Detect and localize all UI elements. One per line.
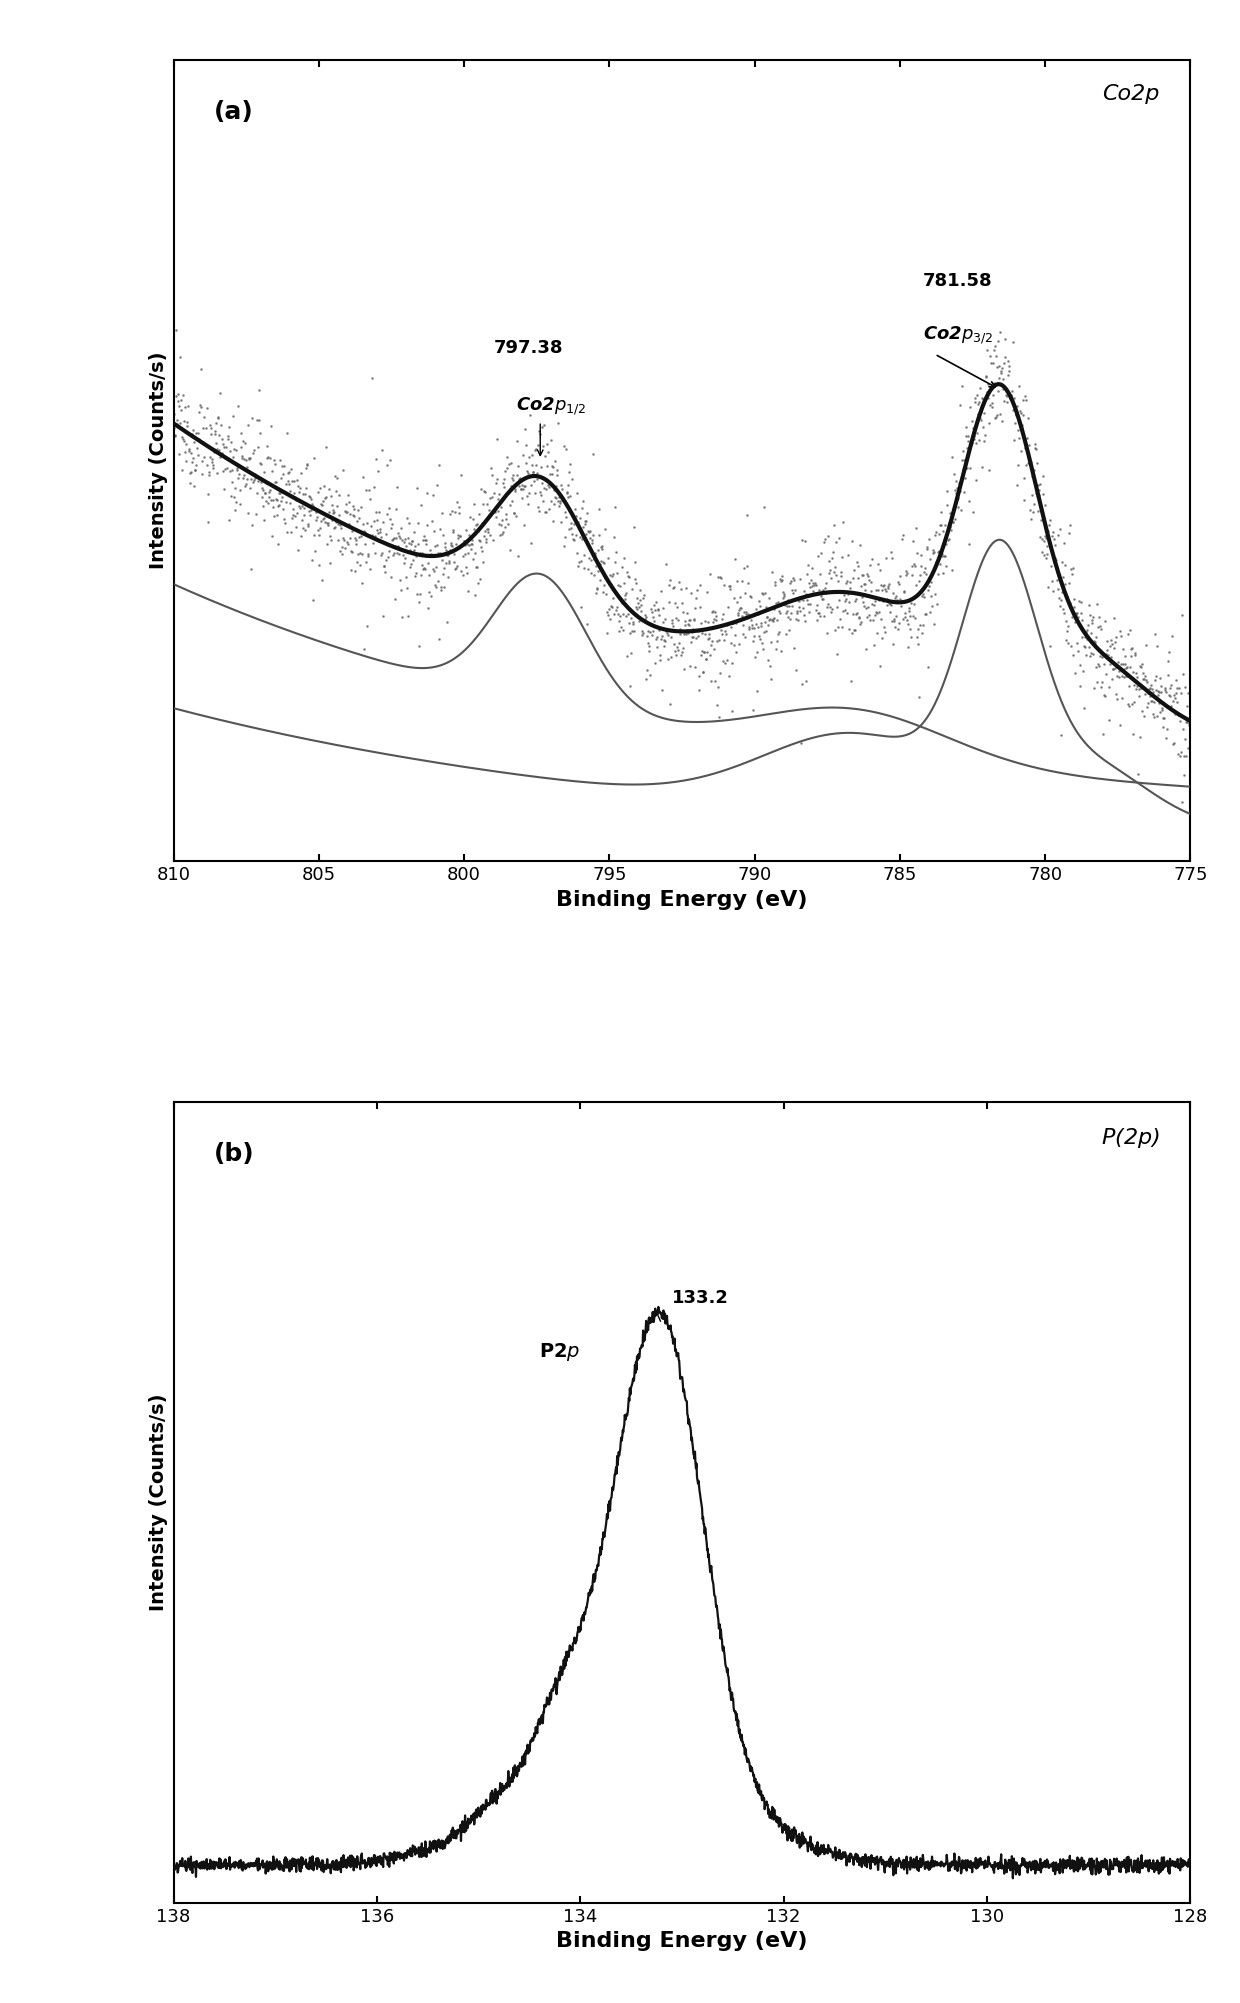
Y-axis label: Intensity (Counts/s): Intensity (Counts/s) — [149, 353, 169, 569]
Text: Co2$p_{3/2}$: Co2$p_{3/2}$ — [923, 324, 993, 347]
Text: 133.2: 133.2 — [672, 1288, 729, 1306]
Text: Co2$p_{1/2}$: Co2$p_{1/2}$ — [516, 395, 587, 417]
Text: P2$p$: P2$p$ — [539, 1342, 580, 1364]
Text: 797.38: 797.38 — [494, 339, 563, 357]
Text: (b): (b) — [215, 1142, 255, 1166]
Text: 781.58: 781.58 — [923, 272, 993, 290]
Text: Co2p: Co2p — [1102, 84, 1159, 104]
Y-axis label: Intensity (Counts/s): Intensity (Counts/s) — [149, 1394, 169, 1610]
Text: P(2$p$): P(2$p$) — [1101, 1126, 1159, 1150]
Text: (a): (a) — [215, 100, 254, 124]
X-axis label: Binding Energy (eV): Binding Energy (eV) — [557, 889, 807, 909]
X-axis label: Binding Energy (eV): Binding Energy (eV) — [557, 1931, 807, 1951]
